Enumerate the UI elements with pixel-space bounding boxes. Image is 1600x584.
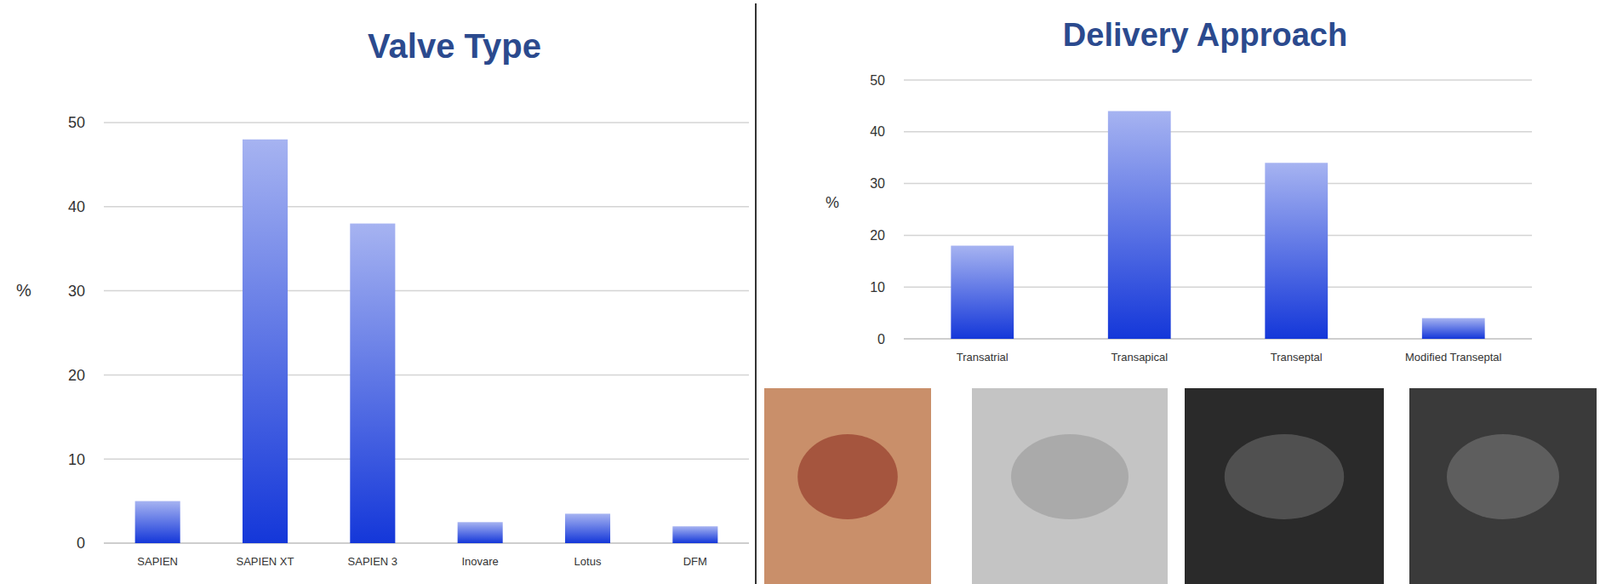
y-tick-label: 10 (68, 451, 86, 469)
bar (1422, 318, 1486, 339)
photo-frame (971, 388, 1168, 584)
photo-detail (797, 434, 898, 520)
y-axis-label: % (16, 280, 32, 300)
bar (349, 223, 395, 543)
x-tick-label: Lotus (574, 554, 602, 568)
bars (950, 110, 1485, 339)
y-tick-label: 0 (76, 534, 86, 552)
x-tick-label: Transatrial (956, 350, 1009, 364)
x-tick-label: SAPIEN (137, 554, 178, 568)
bar (565, 513, 611, 543)
bar (1108, 110, 1172, 339)
chart-panel: Delivery Approach% 0 10 20 30 40 50 Transatrial… (825, 17, 1532, 364)
y-tick-label: 50 (68, 114, 86, 132)
bar (242, 139, 288, 543)
page: Valve Type% 0 10 20 30 40 50 SAPIEN SAPIEN XT SAP… (0, 0, 1600, 584)
x-tick-label: Inovare (461, 554, 498, 568)
grid-line (103, 374, 749, 377)
y-tick-label: 30 (869, 176, 886, 191)
y-axis-label: % (825, 194, 840, 212)
y-tick-label: 0 (877, 331, 886, 347)
bar (457, 521, 503, 543)
grid-line (903, 182, 1532, 185)
photo-detail (1446, 434, 1560, 520)
grid-line (103, 290, 749, 292)
bar (135, 501, 181, 543)
x-tick-label: Transapical (1110, 350, 1168, 364)
x-tick-label: DFM (683, 554, 708, 568)
photo-frame (764, 388, 932, 584)
grid-line (103, 121, 749, 124)
photo (1409, 388, 1597, 584)
y-tick-label: 40 (68, 198, 86, 216)
y-tick-label: 20 (869, 228, 886, 243)
grid-line (903, 234, 1532, 237)
y-tick-label: 10 (869, 280, 886, 295)
y-tick-label: 50 (869, 73, 886, 88)
bars (135, 139, 719, 543)
x-axis-line (103, 542, 749, 544)
chart-panel: Valve Type% 0 10 20 30 40 50 SAPIEN SAPIEN XT SAP… (16, 27, 749, 568)
x-tick-label: SAPIEN XT (236, 554, 295, 568)
bar (1264, 162, 1328, 339)
grid-line (103, 457, 749, 460)
x-tick-label: Modified Transeptal (1405, 350, 1503, 364)
photo (764, 388, 932, 584)
y-tick-label: 30 (68, 282, 86, 300)
photo-frame (1184, 388, 1384, 584)
photo-detail (1011, 434, 1129, 520)
chart-title: Delivery Approach (1062, 17, 1348, 53)
photo-detail (1224, 434, 1344, 520)
bar (672, 525, 718, 543)
grid-line (903, 131, 1532, 133)
y-tick-label: 40 (869, 124, 886, 139)
grid-line (103, 205, 749, 208)
bar (950, 245, 1014, 339)
photo-frame (1409, 388, 1597, 584)
panel-divider (754, 3, 757, 584)
photo (971, 388, 1168, 584)
photo (1184, 388, 1384, 584)
x-tick-label: SAPIEN 3 (348, 554, 399, 568)
grid-line (903, 79, 1532, 81)
grid-line (103, 542, 749, 544)
chart-title: Valve Type (367, 27, 542, 65)
x-tick-label: Transeptal (1270, 350, 1323, 364)
y-tick-label: 20 (68, 366, 86, 384)
